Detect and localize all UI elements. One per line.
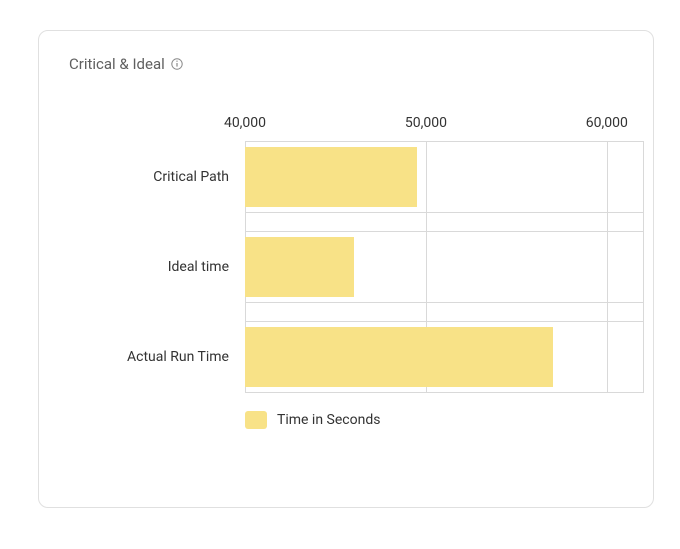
x-tick-label: 60,000	[586, 115, 628, 131]
chart-area: 40,000 50,000 60,000 Critical Path Ideal ti…	[39, 111, 655, 471]
category-label: Actual Run Time	[39, 349, 229, 365]
plot-area	[245, 141, 643, 393]
category-label: Ideal time	[39, 259, 229, 275]
category-label: Critical Path	[39, 169, 229, 185]
x-tick-label: 50,000	[405, 115, 447, 131]
bar-row	[245, 141, 643, 213]
bar	[245, 327, 553, 387]
bar	[245, 147, 417, 207]
x-tick-label: 40,000	[224, 115, 266, 131]
bar	[245, 237, 354, 297]
legend-swatch	[245, 411, 267, 429]
chart-panel: Critical & Ideal 40,000 50,000 60,000 Crit…	[38, 30, 654, 508]
panel-title: Critical & Ideal	[69, 55, 183, 73]
bar-row	[245, 321, 643, 393]
legend: Time in Seconds	[245, 411, 380, 429]
info-icon[interactable]	[171, 58, 183, 70]
bar-row	[245, 231, 643, 303]
legend-label: Time in Seconds	[277, 412, 380, 428]
panel-title-text: Critical & Ideal	[69, 55, 165, 73]
